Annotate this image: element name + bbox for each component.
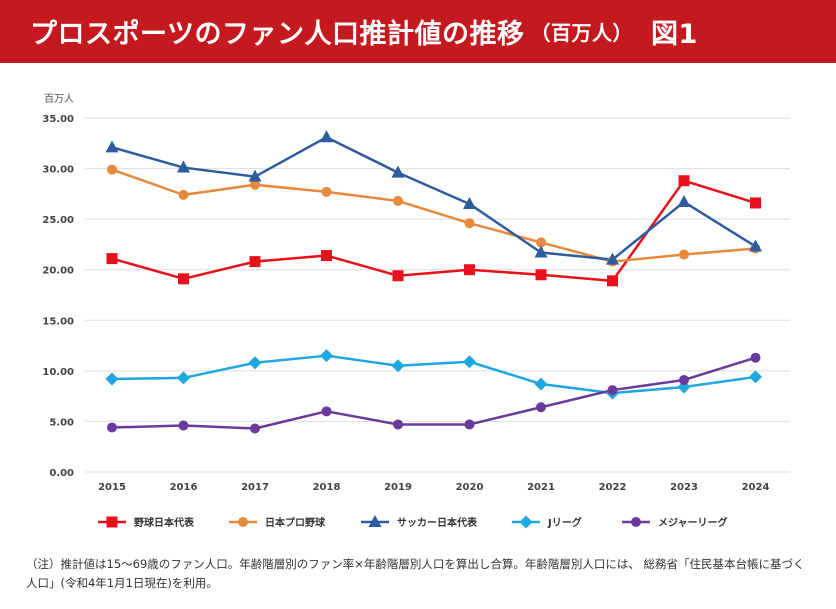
x-tick-label: 2022 (599, 482, 627, 493)
y-tick-label: 25.00 (42, 215, 74, 226)
legend-marker (238, 517, 248, 527)
data-point (750, 197, 761, 209)
series-line-4 (111, 354, 756, 395)
legend-label: 野球日本代表 (134, 516, 195, 529)
y-tick-label: 20.00 (42, 266, 74, 277)
data-point (536, 237, 546, 248)
series-line-3 (111, 135, 757, 261)
data-point (248, 169, 262, 182)
chart-subtitle: （百万人） (530, 21, 633, 45)
legend-marker (631, 517, 641, 527)
data-point (607, 385, 618, 396)
data-point (177, 160, 190, 173)
title-banner: プロスポーツのファン人口推計値の推移 （百万人） 図1 (0, 0, 836, 63)
data-point (536, 402, 546, 413)
chart-title: プロスポーツのファン人口推計値の推移 (30, 19, 525, 50)
data-point (320, 130, 333, 143)
legend-label: メジャーリーグ (658, 516, 728, 529)
y-tick-label: 0.00 (49, 468, 74, 479)
data-point (391, 165, 405, 178)
data-point (677, 380, 691, 394)
legend-label: 日本プロ野球 (265, 516, 326, 529)
data-point (391, 359, 405, 373)
data-point (106, 253, 118, 265)
data-point (105, 372, 119, 386)
data-point (321, 406, 332, 417)
legend-label: サッカー日本代表 (397, 516, 478, 529)
legend-marker (106, 516, 118, 528)
data-point (107, 164, 117, 175)
data-point (679, 374, 689, 385)
data-point (749, 239, 762, 252)
x-tick-label: 2015 (98, 482, 126, 493)
data-point (393, 195, 403, 206)
x-tick-label: 2016 (170, 482, 198, 493)
data-point (750, 352, 761, 363)
y-tick-label: 15.00 (42, 316, 74, 327)
data-point (464, 419, 475, 430)
series-line-5 (111, 356, 756, 430)
data-point (320, 349, 333, 363)
data-point (678, 175, 690, 187)
line-chart: 0.00 5.00 10.00 15.00 20.00 25.00 30.00 35.00 20… (42, 114, 790, 529)
data-point (463, 355, 476, 369)
data-point (177, 371, 190, 385)
footnote: （注）推計値は15〜69歳のファン人口。年齢階層別のファン率×年齢階層別人口を算… (26, 557, 805, 590)
x-tick-label: 2024 (742, 482, 770, 493)
data-point (534, 245, 548, 258)
data-point (679, 249, 689, 260)
y-axis-unit-label: 百万人 (44, 94, 74, 105)
x-tick-label: 2019 (384, 482, 412, 493)
legend-marker (368, 515, 382, 527)
legend-label: Jリーグ (547, 516, 582, 529)
data-point (178, 189, 189, 200)
data-point (178, 420, 189, 431)
data-point (248, 356, 262, 370)
data-point (535, 269, 547, 281)
data-point (393, 419, 403, 430)
data-point (107, 422, 117, 433)
y-tick-label: 5.00 (49, 417, 74, 428)
y-tick-label: 30.00 (42, 165, 74, 176)
x-tick-label: 2020 (456, 482, 484, 493)
data-point (249, 256, 261, 268)
data-point (321, 250, 332, 262)
legend-marker (519, 515, 533, 529)
data-point (464, 218, 475, 229)
x-tick-label: 2021 (527, 482, 555, 493)
figure-label: 図1 (650, 19, 698, 50)
data-point (463, 196, 476, 209)
data-point (250, 179, 260, 190)
data-point (178, 273, 189, 285)
data-point (464, 264, 475, 276)
data-point (677, 194, 691, 207)
y-tick-label: 10.00 (42, 367, 74, 378)
data-point (534, 377, 548, 391)
data-point (607, 275, 618, 287)
x-tick-label: 2023 (670, 482, 698, 493)
data-point (392, 270, 404, 282)
x-tick-label: 2018 (313, 482, 341, 493)
series-line-2 (111, 168, 756, 263)
data-point (250, 423, 260, 434)
y-tick-label: 35.00 (42, 114, 74, 125)
data-point (606, 252, 619, 265)
series-line-1 (111, 179, 756, 283)
data-point (321, 186, 332, 197)
data-point (749, 370, 762, 384)
data-point (105, 140, 119, 153)
x-tick-label: 2017 (241, 482, 269, 493)
